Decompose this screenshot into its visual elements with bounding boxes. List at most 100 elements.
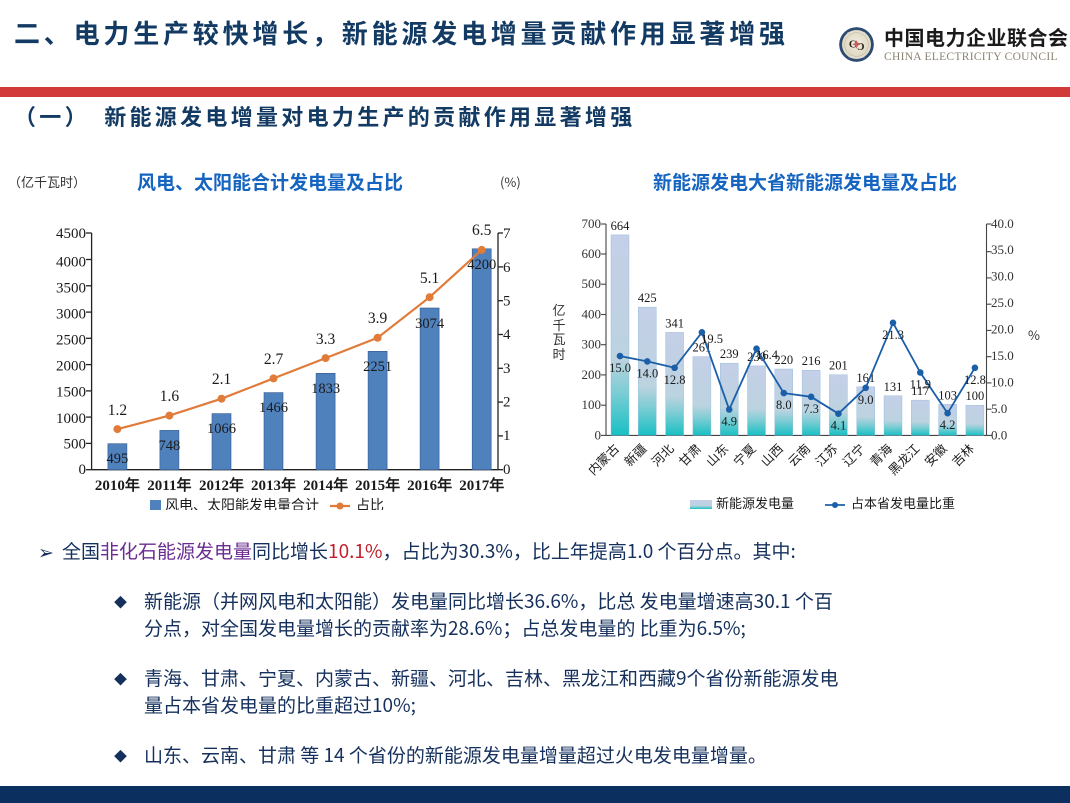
svg-text:30.0: 30.0 bbox=[991, 268, 1014, 283]
svg-text:2010年: 2010年 bbox=[95, 476, 140, 494]
svg-text:江苏: 江苏 bbox=[812, 441, 840, 469]
svg-text:216: 216 bbox=[802, 354, 821, 368]
svg-text:7.3: 7.3 bbox=[803, 402, 819, 416]
svg-text:4: 4 bbox=[503, 327, 511, 343]
svg-text:5.1: 5.1 bbox=[420, 270, 439, 287]
svg-text:12.8: 12.8 bbox=[964, 373, 986, 387]
svg-text:1000: 1000 bbox=[56, 411, 86, 427]
svg-text:7: 7 bbox=[503, 226, 511, 242]
svg-text:664: 664 bbox=[611, 219, 631, 233]
svg-text:4500: 4500 bbox=[56, 226, 86, 242]
svg-text:2012年: 2012年 bbox=[199, 476, 244, 494]
svg-text:2: 2 bbox=[503, 395, 511, 411]
svg-text:%: % bbox=[1028, 325, 1040, 344]
svg-text:5.0: 5.0 bbox=[991, 401, 1007, 416]
svg-text:0: 0 bbox=[79, 462, 87, 478]
svg-text:3500: 3500 bbox=[56, 281, 86, 297]
svg-text:云南: 云南 bbox=[785, 441, 813, 469]
svg-text:6: 6 bbox=[503, 260, 511, 276]
svg-text:0: 0 bbox=[595, 427, 602, 442]
svg-text:C: C bbox=[857, 40, 865, 51]
svg-text:15.0: 15.0 bbox=[609, 361, 631, 375]
svg-text:占比: 占比 bbox=[356, 498, 384, 510]
svg-text:山西: 山西 bbox=[758, 442, 786, 470]
svg-text:200: 200 bbox=[582, 367, 602, 382]
svg-text:吉林: 吉林 bbox=[949, 441, 977, 469]
svg-text:131: 131 bbox=[884, 380, 903, 394]
svg-text:占本省发电量比重: 占本省发电量比重 bbox=[851, 496, 955, 510]
svg-text:748: 748 bbox=[159, 438, 181, 454]
svg-text:4.1: 4.1 bbox=[831, 419, 847, 433]
svg-text:103: 103 bbox=[938, 388, 957, 402]
svg-text:1466: 1466 bbox=[259, 400, 288, 416]
svg-text:300: 300 bbox=[582, 337, 602, 352]
svg-text:3000: 3000 bbox=[56, 307, 86, 323]
svg-text:700: 700 bbox=[582, 216, 602, 231]
svg-text:河北: 河北 bbox=[649, 441, 677, 469]
svg-text:35.0: 35.0 bbox=[991, 242, 1014, 257]
svg-text:内蒙古: 内蒙古 bbox=[585, 441, 622, 478]
svg-text:1.6: 1.6 bbox=[160, 388, 180, 405]
svg-text:8.0: 8.0 bbox=[776, 398, 792, 412]
svg-text:14.0: 14.0 bbox=[636, 366, 658, 380]
svg-text:辽宁: 辽宁 bbox=[840, 441, 868, 469]
svg-text:0: 0 bbox=[503, 462, 511, 478]
svg-text:15.0: 15.0 bbox=[991, 348, 1014, 363]
svg-text:2015年: 2015年 bbox=[355, 476, 400, 494]
svg-text:495: 495 bbox=[107, 451, 129, 467]
svg-text:3.9: 3.9 bbox=[368, 310, 388, 327]
svg-text:安徽: 安徽 bbox=[921, 441, 950, 470]
svg-text:20.0: 20.0 bbox=[991, 321, 1014, 336]
svg-text:2500: 2500 bbox=[56, 333, 86, 349]
svg-text:25.0: 25.0 bbox=[991, 295, 1014, 310]
svg-text:500: 500 bbox=[582, 276, 602, 291]
svg-text:425: 425 bbox=[638, 291, 657, 305]
svg-text:3074: 3074 bbox=[415, 316, 445, 332]
svg-text:100: 100 bbox=[582, 397, 602, 412]
svg-text:239: 239 bbox=[720, 347, 739, 361]
svg-text:4000: 4000 bbox=[56, 255, 86, 271]
svg-text:2000: 2000 bbox=[56, 359, 86, 375]
svg-text:100: 100 bbox=[966, 389, 985, 403]
svg-text:201: 201 bbox=[829, 359, 848, 373]
svg-text:2016年: 2016年 bbox=[407, 476, 452, 494]
svg-text:3.3: 3.3 bbox=[316, 331, 336, 348]
svg-text:1500: 1500 bbox=[56, 385, 86, 401]
svg-text:600: 600 bbox=[582, 246, 602, 261]
svg-text:3: 3 bbox=[503, 361, 511, 377]
svg-text:1066: 1066 bbox=[207, 421, 236, 437]
svg-text:9.0: 9.0 bbox=[858, 393, 874, 407]
svg-text:16.4: 16.4 bbox=[756, 348, 779, 362]
svg-text:21.3: 21.3 bbox=[882, 328, 904, 342]
svg-text:0.0: 0.0 bbox=[991, 427, 1007, 442]
svg-text:新疆: 新疆 bbox=[621, 441, 649, 469]
svg-text:40.0: 40.0 bbox=[991, 216, 1014, 231]
svg-text:黑龙江: 黑龙江 bbox=[886, 442, 922, 478]
svg-text:400: 400 bbox=[582, 307, 602, 322]
svg-text:4.9: 4.9 bbox=[721, 415, 737, 429]
svg-text:4.2: 4.2 bbox=[940, 418, 956, 432]
svg-text:19.5: 19.5 bbox=[701, 332, 723, 346]
svg-text:341: 341 bbox=[665, 316, 684, 330]
svg-text:1.2: 1.2 bbox=[108, 402, 127, 419]
svg-text:2251: 2251 bbox=[363, 359, 392, 375]
svg-text:6.5: 6.5 bbox=[472, 222, 492, 239]
svg-text:2011年: 2011年 bbox=[147, 476, 191, 494]
svg-text:1833: 1833 bbox=[311, 381, 340, 397]
svg-text:2.7: 2.7 bbox=[264, 351, 284, 368]
svg-text:12.8: 12.8 bbox=[664, 373, 686, 387]
svg-text:2017年: 2017年 bbox=[459, 476, 504, 494]
svg-text:甘肃: 甘肃 bbox=[676, 442, 704, 470]
svg-text:1: 1 bbox=[503, 428, 511, 444]
svg-text:COUNCIL 1988: COUNCIL 1988 bbox=[849, 57, 866, 59]
svg-text:2.1: 2.1 bbox=[212, 371, 231, 388]
svg-text:2013年: 2013年 bbox=[251, 476, 296, 494]
svg-text:500: 500 bbox=[64, 437, 87, 453]
svg-text:5: 5 bbox=[503, 294, 511, 310]
svg-text:山东: 山东 bbox=[704, 442, 732, 470]
svg-text:11.9: 11.9 bbox=[910, 378, 931, 392]
svg-text:时: 时 bbox=[552, 344, 565, 363]
svg-text:风电、太阳能发电量合计: 风电、太阳能发电量合计 bbox=[165, 498, 319, 510]
svg-text:2014年: 2014年 bbox=[303, 476, 348, 494]
svg-text:宁夏: 宁夏 bbox=[730, 441, 759, 470]
